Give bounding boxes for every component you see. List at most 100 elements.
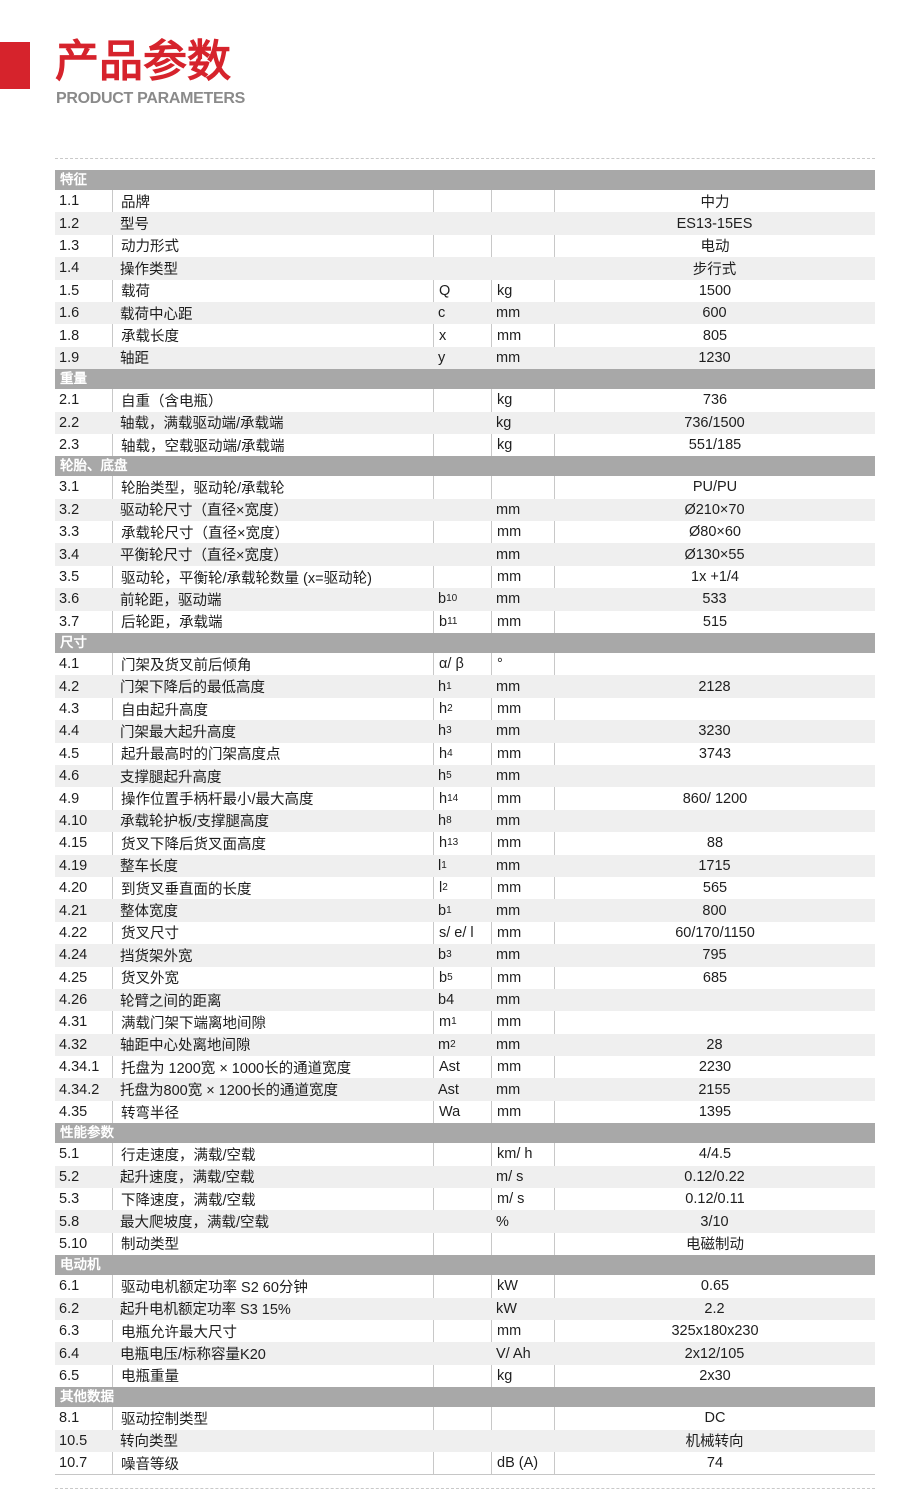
cell-description: 后轮距，承载端 [112,610,433,634]
cell-symbol: h 14 [433,787,491,810]
table-row: 2.1 自重（含电瓶） kg 736 [55,389,875,412]
cell-unit: mm [496,768,521,785]
cell-unit: mm [491,966,554,989]
cell-value [554,765,875,787]
table-row: 5.10 制动类型 电磁制动 [55,1232,875,1256]
cell-index: 4.1 [59,656,80,673]
cell-description: 转向类型 [120,1434,178,1451]
cell-description: 转弯半径 [112,1100,433,1124]
table-row: 4.22 货叉尺寸 s/ e/ l mm 60/170/1150 [55,921,875,945]
table-row: 4.9 操作位置手柄杆最小/最大高度 h 14 mm 860/ 1200 [55,787,875,810]
cell-index: 4.2 [59,678,80,695]
table-row: 6.4 电瓶电压/标称容量K20 V/ Ah 2x12/105 [55,1342,875,1365]
cell-index: 3.7 [59,613,80,630]
cell-index: 5.8 [59,1213,80,1230]
cell-description: 电瓶电压/标称容量K20 [120,1347,266,1364]
table-row: 4.15 货叉下降后货叉面高度 h 13 mm 88 [55,832,875,855]
cell-value: ES13-15ES [676,215,753,232]
cell-value [554,653,875,676]
cell-symbol: Ast [433,1056,491,1079]
cell-unit: mm [496,1036,521,1053]
cell-index: 3.3 [59,524,80,541]
section-header: 尺寸 [55,633,875,654]
cell-index: 6.2 [59,1300,80,1317]
cell-unit: kg [491,389,554,412]
cell-unit: m/ s [496,1168,524,1185]
table-row: 4.25 货叉外宽 b 5 mm 685 [55,966,875,989]
cell-symbol [433,1166,491,1188]
cell-unit: kW [496,1300,517,1317]
cell-index: 4.26 [59,992,88,1009]
cell-unit: mm [496,947,521,964]
cell-value: 3743 [554,742,875,765]
cell-description: 门架及货叉前后倾角 [112,653,433,676]
table-row: 4.20 到货叉垂直面的长度 l 2 mm 565 [55,876,875,900]
cell-index: 4.19 [59,857,88,874]
table-row: 3.1 轮胎类型，驱动轮/承载轮 PU/PU [55,476,875,499]
cell-description: 托盘为 1200宽 × 1000长的通道宽度 [112,1056,433,1079]
cell-symbol [433,412,491,434]
cell-index: 1.4 [59,260,80,277]
cell-unit: mm [491,324,554,347]
table-row: 4.34.1 托盘为 1200宽 × 1000长的通道宽度 Ast mm 2230 [55,1056,875,1079]
table-row: 4.1 门架及货叉前后倾角 α/ β ° [55,653,875,676]
table-row: 5.1 行走速度，满载/空载 km/ h 4/4.5 [55,1143,875,1166]
cell-value: PU/PU [554,476,875,499]
table-row: 1.2 型号 ES13-15ES [55,212,875,235]
cell-symbol [433,1430,491,1452]
cell-index: 2.3 [59,437,80,454]
cell-description: 起升电机额定功率 S3 15% [120,1302,291,1319]
cell-unit: mm [491,787,554,810]
cell-value: 0.65 [554,1275,875,1298]
table-row: 4.3 自由起升高度 h 2 mm [55,697,875,721]
cell-unit: mm [496,902,521,919]
cell-symbol: b 10 [438,591,458,608]
cell-description: 型号 [120,217,149,234]
section-header: 特征 [55,170,875,190]
table-row: 4.4 门架最大起升高度 h 3 mm 3230 [55,720,875,743]
cell-description: 平衡轮尺寸（直径×宽度） [120,548,288,565]
cell-description: 起升速度，满载/空载 [120,1170,255,1187]
cell-value: 860/ 1200 [554,787,875,810]
cell-index: 4.3 [59,701,80,717]
table-row: 3.3 承载轮尺寸（直径×宽度） mm Ø80×60 [55,521,875,544]
cell-index: 4.20 [59,880,88,897]
cell-unit: dB (A) [491,1451,554,1475]
cell-description: 自重（含电瓶） [112,389,433,412]
cell-value: 0.12/0.11 [554,1188,875,1211]
cell-index: 3.5 [59,569,80,586]
table-row: 4.35 转弯半径 Wa mm 1395 [55,1100,875,1124]
cell-symbol [433,1232,491,1256]
cell-description: 品牌 [112,190,433,213]
cell-symbol: h 13 [433,832,491,855]
cell-symbol [433,190,491,213]
cell-symbol [433,565,491,589]
cell-description: 支撑腿起升高度 [120,769,222,786]
table-row: 8.1 驱动控制类型 DC [55,1407,875,1430]
cell-value [554,810,875,832]
cell-symbol [433,1364,491,1388]
cell-unit: mm [491,610,554,634]
cell-value: Ø210×70 [684,501,745,518]
table-row: 4.2 门架下降后的最低高度 h 1 mm 2128 [55,675,875,698]
section-header: 轮胎、底盘 [55,456,875,477]
cell-description: 轮臂之间的距离 [120,993,222,1010]
cell-description: 货叉下降后货叉面高度 [112,832,433,855]
cell-unit: mm [496,678,521,695]
cell-unit: kW [491,1275,554,1298]
cell-unit: mm [496,305,521,322]
cell-index: 4.34.2 [59,1081,100,1098]
cell-symbol [433,1298,491,1320]
table-row: 3.2 驱动轮尺寸（直径×宽度） mm Ø210×70 [55,498,875,522]
cell-index: 4.24 [59,947,88,964]
table-row: 4.6 支撑腿起升高度 h 5 mm [55,764,875,788]
cell-description: 载荷中心距 [120,306,193,323]
cell-unit: mm [491,742,554,765]
cell-description: 到货叉垂直面的长度 [112,876,433,900]
cell-index: 5.3 [59,1191,80,1208]
cell-index: 4.4 [59,723,80,740]
cell-symbol [433,1342,491,1364]
cell-symbol: Q [433,279,491,302]
